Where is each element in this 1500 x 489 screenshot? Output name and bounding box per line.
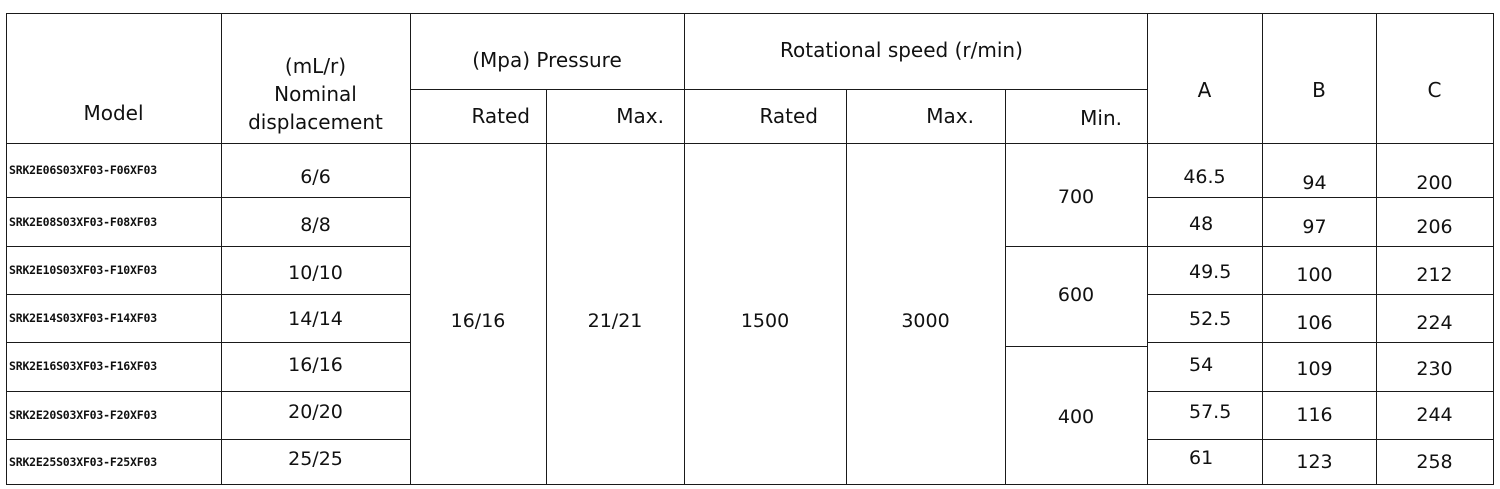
c-cell: 224 — [1416, 312, 1453, 335]
header-c: C — [1427, 77, 1442, 102]
model-cell: SRK2E14S03XF03-F14XF03 — [9, 311, 157, 326]
table-border-left — [6, 13, 7, 485]
row-divider — [1147, 391, 1494, 392]
model-cell: SRK2E06S03XF03-F06XF03 — [9, 163, 157, 178]
b-cell: 123 — [1296, 451, 1333, 474]
row-divider — [6, 342, 411, 343]
displacement-cell: 20/20 — [288, 401, 343, 424]
header-bottom-divider — [6, 143, 1494, 144]
min-group-divider — [1005, 346, 1148, 347]
speed-min-group-cell: 600 — [1057, 284, 1095, 307]
model-cell: SRK2E25S03XF03-F25XF03 — [9, 455, 157, 470]
a-cell: 52.5 — [1189, 308, 1232, 331]
b-cell: 94 — [1302, 172, 1327, 195]
model-cell: SRK2E16S03XF03-F16XF03 — [9, 359, 157, 374]
pressure-max-cell: 21/21 — [587, 310, 643, 333]
col-divider-b — [1376, 13, 1377, 485]
col-divider-a — [1262, 13, 1263, 485]
a-cell: 49.5 — [1189, 261, 1232, 284]
b-cell: 116 — [1296, 404, 1333, 427]
row-divider — [6, 439, 411, 440]
c-cell: 244 — [1416, 404, 1453, 427]
header-model: Model — [83, 100, 144, 125]
b-cell: 100 — [1296, 264, 1333, 287]
header-pressure-rated: Rated — [471, 103, 530, 128]
table-border-top — [6, 13, 1494, 14]
model-cell: SRK2E10S03XF03-F10XF03 — [9, 263, 157, 278]
c-cell: 206 — [1416, 216, 1453, 239]
header-subrow-divider — [410, 89, 1147, 90]
b-cell: 109 — [1296, 358, 1333, 381]
b-cell: 97 — [1302, 216, 1327, 239]
col-divider-pressure-sub — [546, 89, 547, 485]
header-speed-rated: Rated — [759, 103, 818, 128]
model-cell: SRK2E20S03XF03-F20XF03 — [9, 408, 157, 423]
row-divider — [1147, 342, 1494, 343]
table-border-bottom — [6, 484, 1494, 485]
displacement-cell: 14/14 — [288, 308, 343, 331]
header-displacement-line1: Nominal — [274, 81, 357, 106]
row-divider — [6, 197, 411, 198]
col-divider-speed — [1147, 13, 1148, 485]
a-cell: 61 — [1189, 447, 1214, 470]
row-divider — [1147, 439, 1494, 440]
speed-min-group-cell: 400 — [1057, 406, 1095, 429]
row-divider — [1147, 294, 1494, 295]
displacement-cell: 8/8 — [300, 214, 331, 237]
row-divider — [6, 294, 411, 295]
header-speed-min: Min. — [1080, 105, 1122, 130]
header-displacement-line2: displacement — [248, 109, 383, 134]
col-divider-speed-sub2 — [1005, 89, 1006, 485]
displacement-cell: 16/16 — [288, 354, 343, 377]
col-divider-model — [221, 13, 222, 485]
displacement-cell: 6/6 — [300, 166, 331, 189]
a-cell: 57.5 — [1189, 401, 1232, 424]
row-divider — [1147, 197, 1494, 198]
speed-max-cell: 3000 — [901, 310, 950, 333]
header-speed-group: Rotational speed (r/min) — [780, 37, 1023, 62]
row-divider — [6, 391, 411, 392]
b-cell: 106 — [1296, 312, 1333, 335]
col-divider-speed-sub1 — [846, 89, 847, 485]
header-speed-max: Max. — [926, 103, 974, 128]
table-border-right — [1493, 13, 1494, 485]
model-cell: SRK2E08S03XF03-F08XF03 — [9, 215, 157, 230]
row-divider — [1147, 246, 1494, 247]
c-cell: 230 — [1416, 358, 1453, 381]
header-pressure-group: (Mpa) Pressure — [472, 47, 622, 72]
displacement-cell: 10/10 — [288, 262, 343, 285]
speed-rated-cell: 1500 — [740, 310, 790, 333]
a-cell: 48 — [1189, 213, 1214, 236]
c-cell: 212 — [1416, 264, 1453, 287]
header-displacement-unit: (mL/r) — [284, 53, 347, 78]
header-a: A — [1197, 77, 1212, 102]
col-divider-displacement — [410, 13, 411, 485]
min-group-divider — [1005, 246, 1148, 247]
c-cell: 258 — [1416, 451, 1453, 474]
header-pressure-max: Max. — [616, 103, 664, 128]
col-divider-pressure — [684, 13, 685, 485]
displacement-cell: 25/25 — [288, 448, 343, 471]
header-b: B — [1312, 77, 1326, 102]
a-cell: 46.5 — [1183, 166, 1226, 189]
speed-min-group-cell: 700 — [1057, 186, 1095, 209]
c-cell: 200 — [1416, 172, 1453, 195]
pressure-rated-cell: 16/16 — [450, 310, 506, 333]
a-cell: 54 — [1189, 354, 1214, 377]
row-divider — [6, 246, 411, 247]
